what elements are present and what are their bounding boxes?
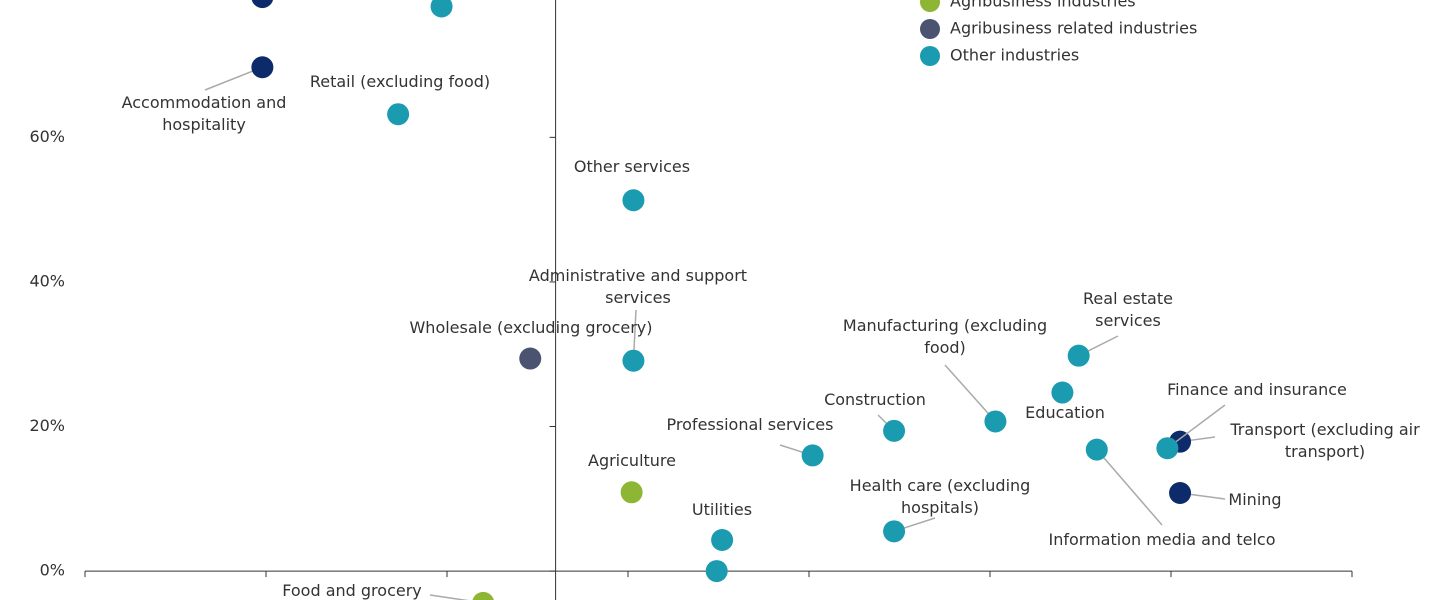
y-tick-label: 40% [29, 271, 65, 290]
point [1156, 437, 1179, 460]
leader-line [1166, 404, 1226, 449]
leader-line [944, 364, 996, 422]
point [519, 347, 542, 370]
y-tick-label: 0% [40, 561, 65, 580]
legend-marker [920, 19, 940, 39]
point-label: Accommodation and hospitality [121, 93, 287, 134]
point-label: Construction [824, 390, 926, 409]
point-label: Transport (excluding air transport) [1230, 420, 1420, 461]
point-label: Administrative and support services [528, 266, 748, 307]
point [622, 349, 645, 372]
y-tick-label: 60% [29, 127, 65, 146]
leader-line [1096, 449, 1163, 526]
point-label: Utilities [691, 500, 753, 519]
legend-marker [920, 46, 940, 66]
point-label: Retail (excluding food) [309, 72, 491, 91]
point-label: Real estate services [1083, 289, 1173, 330]
point-label: Other services [573, 157, 691, 176]
point [711, 529, 734, 551]
point [387, 103, 410, 126]
point-label: Mining [1228, 490, 1282, 509]
point [1085, 438, 1108, 461]
point [1051, 381, 1074, 404]
point [430, 0, 453, 18]
point-label: Information media and telco [1048, 530, 1276, 549]
point [1169, 482, 1192, 505]
point [801, 444, 824, 467]
point [883, 419, 906, 442]
legend-label: Agribusiness industries [950, 0, 1136, 11]
legend-marker [920, 0, 940, 12]
point [620, 481, 643, 504]
point-label: Finance and insurance [1167, 380, 1347, 399]
point [984, 410, 1007, 433]
point-label: Food and grocery [282, 581, 422, 600]
legend-label: Agribusiness related industries [950, 19, 1197, 38]
point [622, 189, 645, 212]
point-label: Professional services [666, 415, 834, 434]
point [251, 56, 274, 79]
point-label: Education [1025, 403, 1105, 422]
point-label: Agriculture [588, 451, 676, 470]
point-label: Wholesale (excluding grocery) [409, 318, 653, 337]
point-label: Manufacturing (excluding food) [842, 316, 1048, 357]
legend-label: Other industries [950, 46, 1079, 65]
y-tick-label: 20% [29, 416, 65, 435]
point [251, 0, 273, 9]
leader-line [429, 594, 469, 600]
point [705, 560, 728, 583]
point [472, 591, 494, 600]
point-label: Health care (excluding hospitals) [849, 476, 1031, 517]
point [883, 520, 906, 543]
point [1067, 344, 1090, 367]
